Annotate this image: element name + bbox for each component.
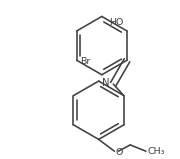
Text: HO: HO xyxy=(109,18,123,27)
Text: Br: Br xyxy=(80,57,90,66)
Text: N: N xyxy=(102,78,109,88)
Text: O: O xyxy=(116,148,123,156)
Text: CH₃: CH₃ xyxy=(148,147,165,156)
